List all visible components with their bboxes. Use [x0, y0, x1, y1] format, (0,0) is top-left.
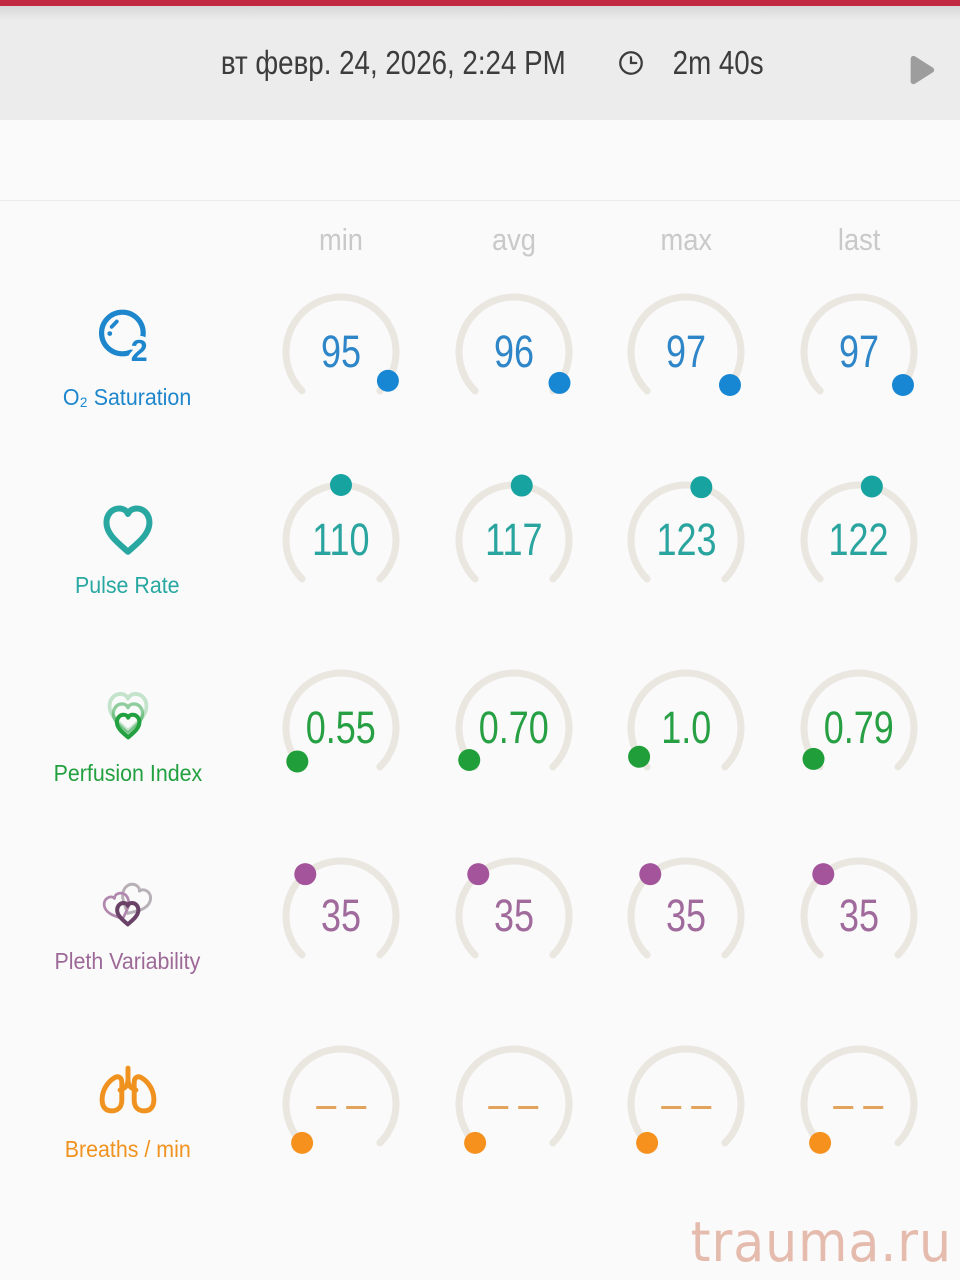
metric-label: O₂ Saturation	[63, 383, 192, 410]
pleth-variability-icon	[89, 870, 167, 942]
perfusion-index-icon	[89, 682, 167, 754]
top-accent-bar	[0, 0, 960, 6]
clock-icon	[619, 51, 644, 75]
gauge-pulse-min: 110	[276, 474, 406, 605]
gauge-value: – –	[488, 1078, 539, 1129]
metric-label: Perfusion Index	[53, 759, 202, 786]
gauge-pleth-max: 35	[621, 851, 751, 981]
o2-saturation-icon: 2	[89, 306, 167, 378]
gauge-value: 0.55	[306, 702, 377, 753]
gauge-value: 95	[321, 326, 362, 377]
gauge-value: 122	[828, 514, 889, 565]
gauge-pleth-avg: 35	[449, 851, 579, 981]
row-breaths-per-min: Breaths / min – – – – – –	[0, 1010, 960, 1198]
gauge-value: 117	[485, 514, 543, 565]
metric-label: Breaths / min	[64, 1135, 191, 1162]
row-pulse-rate: Pulse Rate 110 117 123	[0, 446, 960, 634]
session-header: вт февр. 24, 2026, 2:24 PM 2m 40s	[0, 6, 960, 120]
breaths-per-min-icon	[89, 1058, 167, 1130]
session-datetime: вт февр. 24, 2026, 2:24 PM	[220, 44, 566, 81]
gauge-value: 0.70	[478, 702, 549, 753]
session-duration: 2m 40s	[672, 44, 764, 81]
gauge-value: – –	[833, 1078, 884, 1129]
gauge-value: 1.0	[661, 702, 712, 753]
gauge-pleth-min: 35	[276, 851, 406, 981]
gauge-value: 110	[312, 514, 370, 565]
gauge-o2-max: 97	[621, 287, 751, 417]
gauge-o2-min: 95	[276, 287, 406, 417]
gauge-value: 96	[493, 326, 534, 377]
gauge-value: 35	[666, 890, 707, 941]
gauge-value: 35	[321, 890, 362, 941]
gauge-breaths-last: – –	[794, 1039, 924, 1169]
gauge-perfusion-max: 1.0	[621, 663, 751, 793]
gauge-perfusion-avg: 0.70	[449, 663, 579, 793]
gauge-breaths-min: – –	[276, 1039, 406, 1169]
metric-label: Pulse Rate	[75, 571, 180, 598]
gauge-value: 0.79	[823, 702, 894, 753]
gauge-pulse-max: 123	[621, 475, 751, 605]
gauge-pleth-last: 35	[794, 851, 924, 981]
play-icon	[910, 55, 935, 85]
gauge-value: 97	[666, 326, 707, 377]
metric-label: Pleth Variability	[54, 947, 201, 974]
play-button[interactable]	[894, 44, 946, 96]
watermark: trauma.ru	[690, 1210, 952, 1274]
column-header-last: last	[837, 222, 880, 257]
row-perfusion-index: Perfusion Index 0.55 0.70 1.0	[0, 634, 960, 822]
gauge-o2-last: 97	[794, 287, 924, 417]
pulse-rate-icon	[89, 494, 167, 566]
gauge-value: 123	[656, 514, 717, 565]
gauge-value: – –	[316, 1078, 367, 1129]
section-divider	[0, 200, 960, 201]
gauge-value: – –	[661, 1078, 712, 1129]
gauge-perfusion-last: 0.79	[794, 663, 924, 793]
gauge-breaths-avg: – –	[449, 1039, 579, 1169]
column-headers: min avg max last	[255, 222, 945, 258]
metrics-table: 2 O₂ Saturation 95 96	[0, 258, 960, 1198]
gauge-pulse-avg: 117	[449, 474, 579, 605]
gauge-o2-avg: 96	[449, 287, 579, 417]
column-header-max: max	[660, 222, 713, 257]
column-header-avg: avg	[491, 222, 536, 257]
gauge-value: 35	[493, 890, 534, 941]
svg-text:2: 2	[130, 335, 147, 368]
gauge-value: 35	[838, 890, 879, 941]
row-pleth-variability: Pleth Variability 35 35 35	[0, 822, 960, 1010]
gauge-breaths-max: – –	[621, 1039, 751, 1169]
row-o2-saturation: 2 O₂ Saturation 95 96	[0, 258, 960, 446]
gauge-perfusion-min: 0.55	[276, 663, 406, 793]
column-header-min: min	[319, 222, 364, 257]
gauge-value: 97	[838, 326, 879, 377]
gauge-pulse-last: 122	[794, 475, 924, 605]
